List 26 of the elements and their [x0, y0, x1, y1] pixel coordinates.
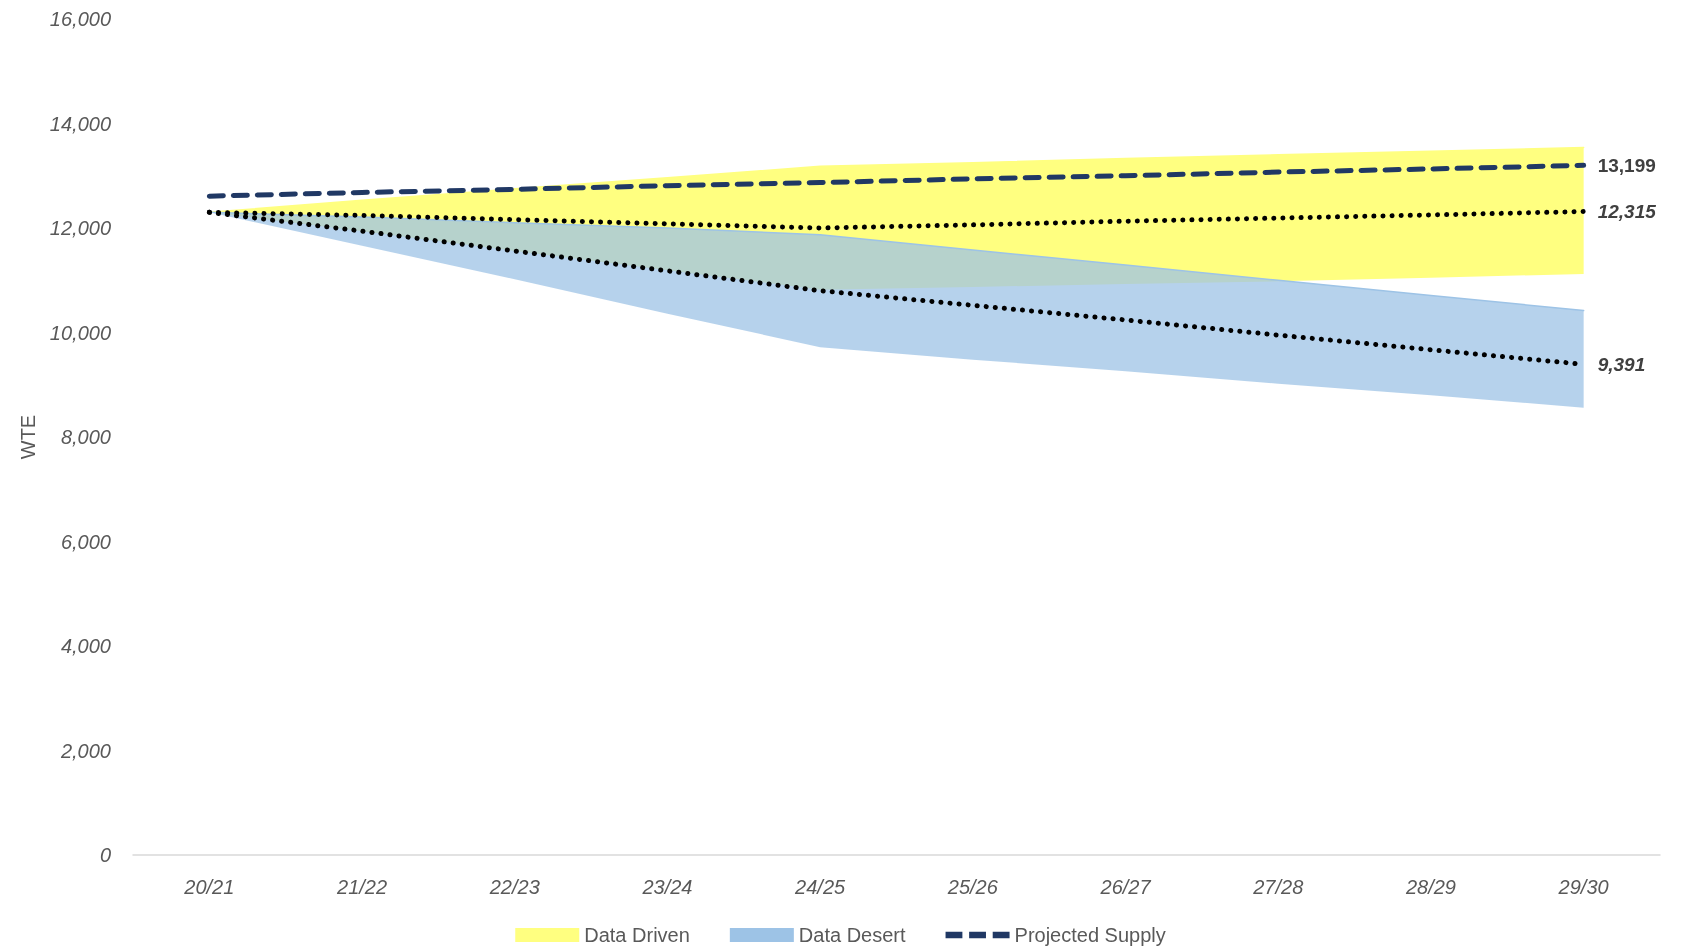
legend-label: Projected Supply: [1014, 924, 1166, 946]
x-tick-label: 21/22: [336, 876, 388, 898]
x-tick-label: 20/21: [183, 876, 235, 898]
x-tick-label: 27/28: [1252, 876, 1304, 898]
y-tick-label: 14,000: [49, 112, 111, 135]
data-label: 12,315: [1597, 201, 1657, 223]
x-tick-label: 29/30: [1557, 876, 1609, 898]
y-tick-label: 0: [99, 844, 111, 866]
x-tick-label: 23/24: [641, 876, 693, 898]
data-label: 9,391: [1597, 353, 1646, 375]
y-tick-label: 12,000: [49, 217, 111, 239]
x-tick-label: 25/26: [946, 876, 999, 898]
x-tick-label: 26/27: [1099, 876, 1152, 898]
y-tick-label: 6,000: [60, 530, 111, 553]
y-tick-label: 10,000: [49, 321, 111, 344]
y-axis-title: WTE: [17, 414, 39, 460]
y-tick-label: 4,000: [60, 635, 111, 657]
x-tick-label: 22/23: [488, 876, 540, 898]
y-tick-label: 16,000: [49, 8, 111, 30]
legend-label: Data Driven: [584, 924, 690, 946]
data-label: 13,199: [1597, 154, 1656, 176]
y-tick-label: 2,000: [59, 739, 111, 762]
legend-label: Data Desert: [798, 924, 906, 946]
x-tick-label: 28/29: [1404, 876, 1456, 898]
x-tick-label: 24/25: [794, 876, 847, 898]
y-tick-label: 8,000: [60, 426, 111, 448]
